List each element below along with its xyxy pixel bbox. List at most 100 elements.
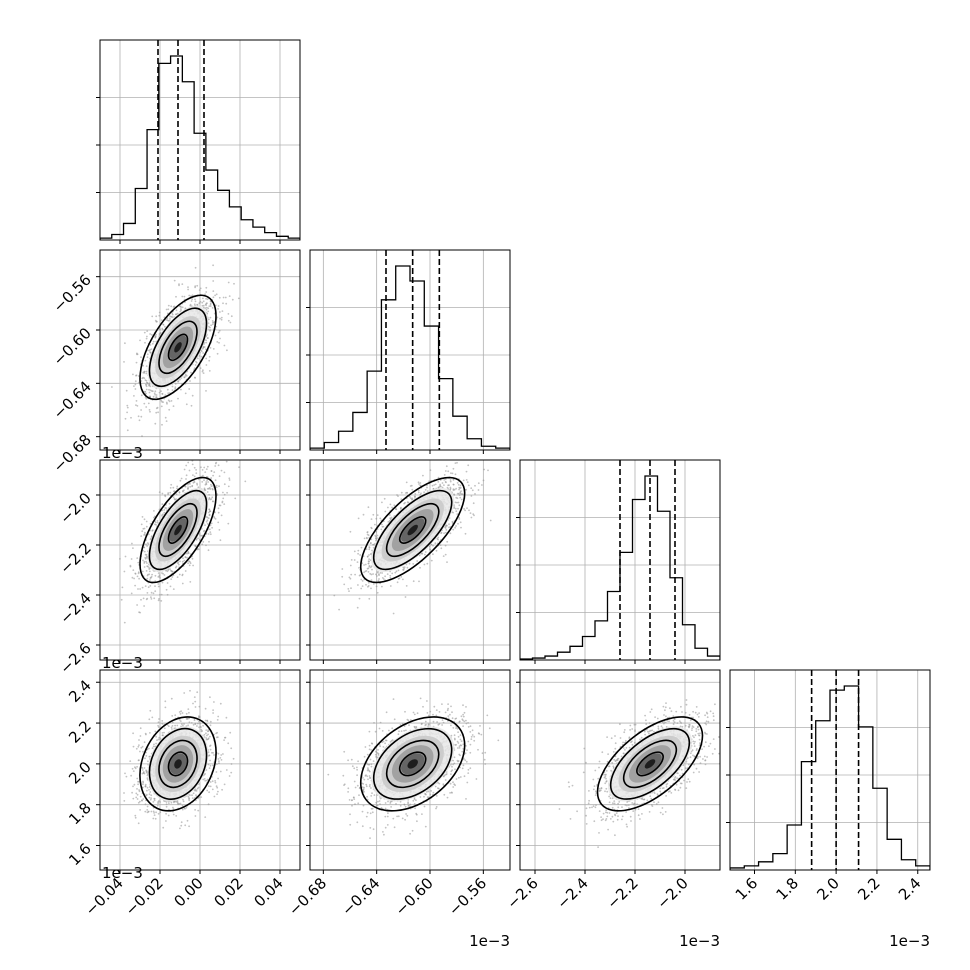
sample-point [202, 474, 204, 477]
sample-point [201, 370, 204, 373]
sample-point [224, 296, 227, 299]
sample-point [454, 526, 456, 529]
sample-point [120, 598, 123, 601]
sample-point [204, 524, 206, 527]
sample-point [452, 488, 455, 490]
sample-point [381, 577, 384, 579]
sample-point [208, 508, 211, 511]
sample-point [365, 570, 368, 572]
sample-point [177, 561, 180, 564]
sample-point [130, 416, 132, 419]
sample-point [140, 598, 142, 601]
sample-point [132, 569, 135, 571]
sample-point [394, 571, 397, 574]
sample-point [119, 558, 121, 560]
sample-point [455, 452, 457, 454]
sample-point [432, 553, 434, 556]
sample-point [192, 792, 195, 795]
sample-point [414, 495, 417, 498]
sample-point [370, 579, 373, 581]
sample-point [148, 388, 150, 391]
sample-point [206, 302, 208, 305]
sample-point [169, 491, 172, 494]
sample-point [205, 357, 208, 360]
contour-0 [167, 333, 189, 362]
sample-point [158, 574, 161, 577]
sample-point [212, 280, 215, 282]
sample-point [144, 803, 147, 806]
sample-point [205, 341, 208, 344]
sample-point [203, 466, 206, 469]
sample-point [126, 411, 128, 414]
sample-point [417, 489, 420, 492]
sample-point [223, 739, 226, 741]
sample-point [160, 593, 163, 596]
sample-point [136, 557, 139, 559]
sample-point [150, 575, 153, 578]
sample-point [208, 497, 211, 499]
sample-point [435, 549, 438, 552]
sample-point [206, 465, 209, 468]
sample-point [180, 388, 182, 391]
sample-point [180, 477, 183, 480]
sample-point [123, 621, 126, 624]
sample-point [424, 553, 426, 556]
sample-point [203, 530, 205, 533]
sample-point [209, 488, 212, 490]
sample-point [201, 441, 203, 443]
sample-point [457, 522, 459, 525]
sample-point [466, 481, 469, 484]
sample-point [140, 394, 143, 397]
sample-point [154, 422, 157, 425]
sample-point [181, 582, 184, 585]
sample-point [202, 297, 204, 300]
sample-point [159, 577, 162, 579]
sample-point [211, 496, 214, 499]
sample-point [221, 501, 224, 504]
sample-point [167, 725, 170, 728]
sample-point [358, 574, 361, 577]
sample-point [384, 510, 387, 513]
sample-point [194, 285, 197, 288]
sample-point [441, 486, 444, 489]
sample-point [202, 346, 205, 348]
sample-point [195, 360, 197, 363]
sample-point [153, 392, 156, 395]
sample-point [223, 503, 226, 505]
sample-point [206, 523, 209, 525]
sample-point [205, 481, 208, 483]
sample-point [195, 545, 197, 548]
sample-point [219, 311, 221, 313]
sample-point [453, 442, 455, 444]
sample-point [368, 597, 371, 600]
sample-point [368, 565, 371, 568]
sample-point [458, 518, 461, 520]
sample-point [124, 417, 127, 420]
sample-point [183, 376, 186, 379]
sample-point [134, 383, 137, 386]
sample-point [170, 315, 173, 318]
sample-point [389, 585, 392, 587]
sample-point [168, 392, 171, 394]
sample-point [450, 472, 452, 474]
sample-point [444, 470, 447, 472]
sample-point [470, 487, 473, 490]
sample-point [199, 538, 201, 541]
sample-point [184, 373, 187, 376]
sample-point [199, 287, 202, 290]
contour-2 [148, 307, 208, 388]
sample-point [451, 472, 454, 475]
sample-point [444, 544, 447, 547]
sample-point [156, 520, 159, 522]
sample-point [194, 364, 197, 366]
sample-point [341, 568, 344, 570]
sample-point [147, 349, 149, 352]
sample-point [429, 548, 431, 550]
sample-point [211, 487, 214, 490]
sample-point [204, 471, 207, 473]
sample-point [146, 545, 149, 547]
sample-point [170, 305, 173, 308]
sample-point [410, 497, 412, 500]
sample-point [192, 474, 194, 476]
sample-point [439, 544, 442, 546]
